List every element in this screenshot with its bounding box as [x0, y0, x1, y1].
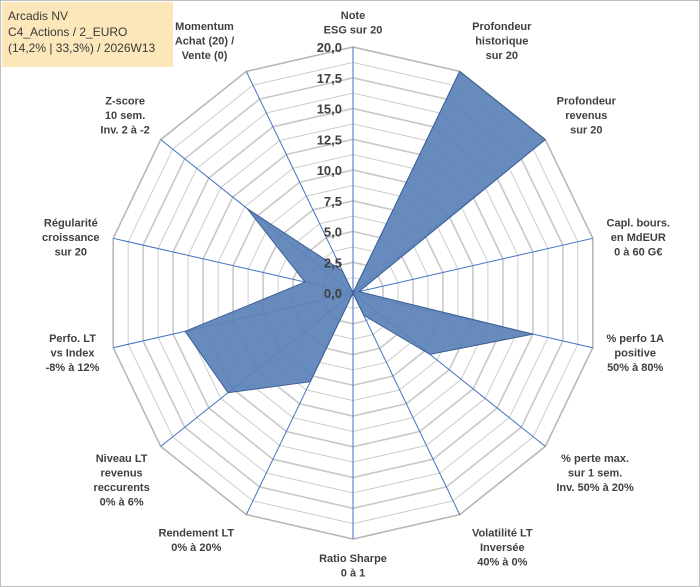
axis-label: % perte max. sur 1 sem. Inv. 50% à 20% — [556, 453, 634, 494]
axis-label: Volatilité LT Inversée 40% à 0% — [472, 527, 533, 568]
tick-label: 15,0 — [317, 102, 342, 117]
axis-label: Profondeur revenus sur 20 — [557, 95, 617, 136]
axis-label: Z-score 10 sem. Inv. 2 à -2 — [100, 95, 149, 136]
tick-label: 20,0 — [317, 40, 342, 55]
tick-label: 17,5 — [317, 71, 342, 86]
axis-label: Niveau LT revenus reccurents 0% à 6% — [93, 453, 149, 509]
tick-label: 2,5 — [324, 255, 342, 270]
chart-title-box: Arcadis NV C4_Actions / 2_EURO (14,2% | … — [2, 2, 173, 67]
tick-label: 0,0 — [324, 286, 342, 301]
tick-label: 12,5 — [317, 132, 342, 147]
axis-label: Capl. bours. en MdEUR 0 à 60 G€ — [607, 217, 671, 258]
tick-label: 10,0 — [317, 163, 342, 178]
axis-label: Ratio Sharpe 0 à 1 — [319, 553, 387, 580]
radar-series — [184, 70, 547, 394]
axis-label: Perfo. LT vs Index -8% à 12% — [46, 333, 100, 374]
axis-spoke — [245, 71, 354, 294]
axis-labels: Note ESG sur 20 Profondeur historique sur 20… — [42, 10, 670, 580]
tick-label: 7,5 — [324, 194, 342, 209]
axis-label: Profondeur historique sur 20 — [472, 21, 532, 62]
radial-tick-labels: 0,0 2,5 5,0 7,5 10,0 12,5 15,0 17,5 20,0 — [317, 40, 342, 301]
portfolio-label: C4_Actions / 2_EURO — [8, 25, 128, 39]
period-label: (14,2% | 33,3%) / 2026W13 — [8, 41, 156, 55]
axis-label: Note ESG sur 20 — [324, 10, 383, 37]
axis-label: Régularité croissance sur 20 — [42, 217, 99, 258]
company-name: Arcadis NV — [8, 9, 69, 23]
axis-label: % perfo 1A positive 50% à 80% — [606, 333, 664, 374]
tick-label: 5,0 — [324, 225, 342, 240]
axis-spoke — [352, 237, 593, 294]
axis-label: Momentum Achat (20) / Vente (0) — [175, 21, 234, 62]
axis-label: Rendement LT 0% à 20% — [159, 527, 235, 554]
axis-spoke — [352, 292, 461, 515]
series-area — [184, 70, 547, 394]
